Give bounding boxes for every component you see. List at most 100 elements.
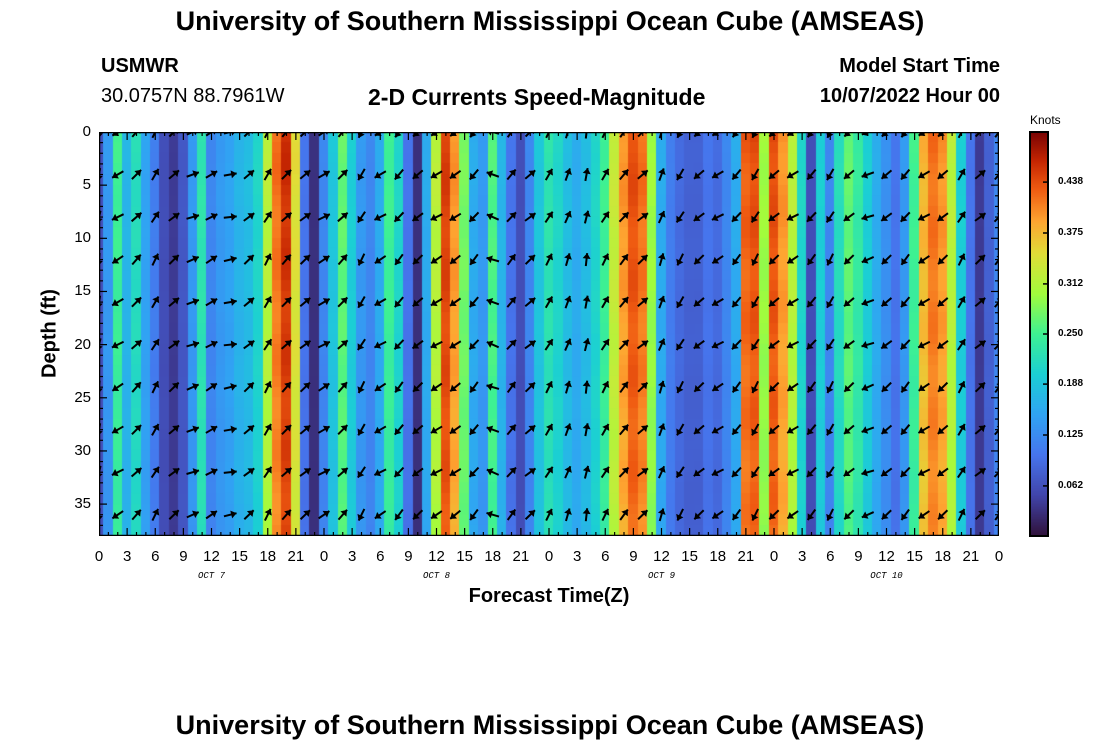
current-vector-head	[528, 510, 535, 517]
current-vector-head	[134, 509, 141, 517]
y-tick-label: 15	[74, 282, 91, 300]
y-tick-label: 35	[74, 495, 91, 513]
current-vector-head	[900, 342, 908, 350]
current-vector-head	[172, 297, 179, 305]
current-vector-head	[264, 253, 272, 261]
current-vector-head	[430, 426, 438, 434]
current-vector-head	[621, 339, 629, 347]
current-vector	[524, 132, 532, 138]
current-vector-head	[768, 469, 776, 477]
current-vector-head	[676, 428, 684, 436]
current-vector-head	[861, 383, 869, 392]
current-vector-head	[545, 253, 554, 261]
colorbar-frame	[1029, 131, 1049, 537]
current-vector-head	[134, 467, 142, 475]
current-vector-head	[843, 214, 851, 221]
current-vector-head	[528, 170, 536, 177]
colorbar-tick-label: 0.375	[1058, 227, 1084, 238]
colorbar-tick-label: 0.062	[1058, 479, 1084, 491]
current-vector-head	[264, 296, 272, 304]
current-vector-head	[676, 470, 684, 478]
current-vector-head	[826, 258, 834, 266]
current-vector-head	[430, 213, 438, 222]
current-vector-head	[918, 299, 926, 307]
current-vector-head	[112, 384, 120, 392]
current-vector-head	[676, 215, 684, 223]
current-vector-head	[340, 212, 348, 220]
current-vector-head	[621, 254, 628, 262]
current-vector-head	[412, 427, 420, 434]
current-vector-head	[826, 428, 834, 436]
current-vector-head	[152, 466, 160, 474]
x-tick-label: 3	[572, 548, 582, 565]
current-vector	[993, 343, 999, 351]
current-vector-head	[564, 380, 572, 388]
current-vector-head	[881, 384, 889, 392]
current-vector-head	[357, 386, 365, 394]
current-vector-head	[582, 168, 591, 175]
current-vector-head	[712, 384, 720, 392]
current-vector-head	[374, 256, 382, 264]
current-vector-head	[508, 509, 516, 517]
current-vector-head	[861, 256, 869, 264]
current-vector-head	[394, 427, 402, 435]
current-vector-head	[621, 381, 628, 389]
current-vector-head	[640, 510, 648, 517]
current-vector-head	[508, 381, 516, 389]
current-vector-head	[134, 340, 142, 347]
current-vector-head	[303, 297, 311, 305]
current-vector-head	[486, 298, 494, 306]
current-vector-head	[192, 383, 199, 391]
current-vector-head	[486, 510, 493, 519]
current-vector-head	[469, 214, 477, 222]
x-tick-label: 21	[512, 548, 530, 565]
x-tick-label: 3	[347, 548, 357, 565]
current-vector-head	[247, 340, 255, 348]
current-vector-head	[230, 170, 237, 179]
current-vector-head	[602, 381, 610, 389]
current-vector-head	[303, 213, 311, 220]
current-vector-head	[374, 511, 382, 519]
current-vector-head	[112, 511, 120, 519]
current-vector-head	[602, 424, 610, 431]
current-vector-head	[486, 212, 494, 221]
x-tick-label: 0	[769, 548, 779, 565]
current-vector	[994, 300, 999, 308]
station-name: USMWR	[101, 55, 179, 77]
current-vector-head	[918, 469, 925, 477]
current-vector-head	[826, 215, 834, 223]
current-vector-head	[395, 385, 402, 393]
current-vector-head	[340, 509, 348, 517]
current-vector	[205, 132, 214, 137]
current-vector-head	[230, 468, 237, 477]
current-vector-head	[978, 170, 986, 177]
current-vector	[186, 132, 196, 136]
current-vector-head	[303, 425, 311, 433]
current-vector-head	[901, 385, 908, 393]
current-vector-head	[374, 299, 382, 307]
current-vector-head	[431, 384, 438, 392]
current-vector-head	[582, 508, 591, 515]
x-tick-label: 15	[906, 548, 923, 565]
current-vector-head	[938, 257, 945, 265]
current-vector	[545, 132, 551, 139]
current-vector-head	[374, 384, 382, 392]
current-vector-head	[807, 513, 815, 520]
current-vector-head	[394, 342, 402, 350]
x-tick-label: 6	[826, 548, 835, 565]
x-tick-label: 21	[962, 548, 980, 565]
current-vector-head	[340, 467, 348, 475]
current-vector-head	[357, 513, 365, 521]
current-vector-head	[768, 214, 776, 221]
current-vector-head	[564, 338, 572, 346]
current-vector-head	[264, 381, 272, 389]
plot-overlay	[99, 132, 999, 536]
day-label: OCT 8	[422, 571, 451, 581]
current-vector-head	[192, 298, 199, 306]
current-vector-head	[602, 508, 610, 516]
current-vector-head	[712, 426, 719, 434]
current-vector-head	[582, 423, 591, 430]
current-vector-head	[978, 510, 985, 517]
current-vector-head	[621, 424, 629, 432]
current-vector-head	[826, 173, 834, 181]
